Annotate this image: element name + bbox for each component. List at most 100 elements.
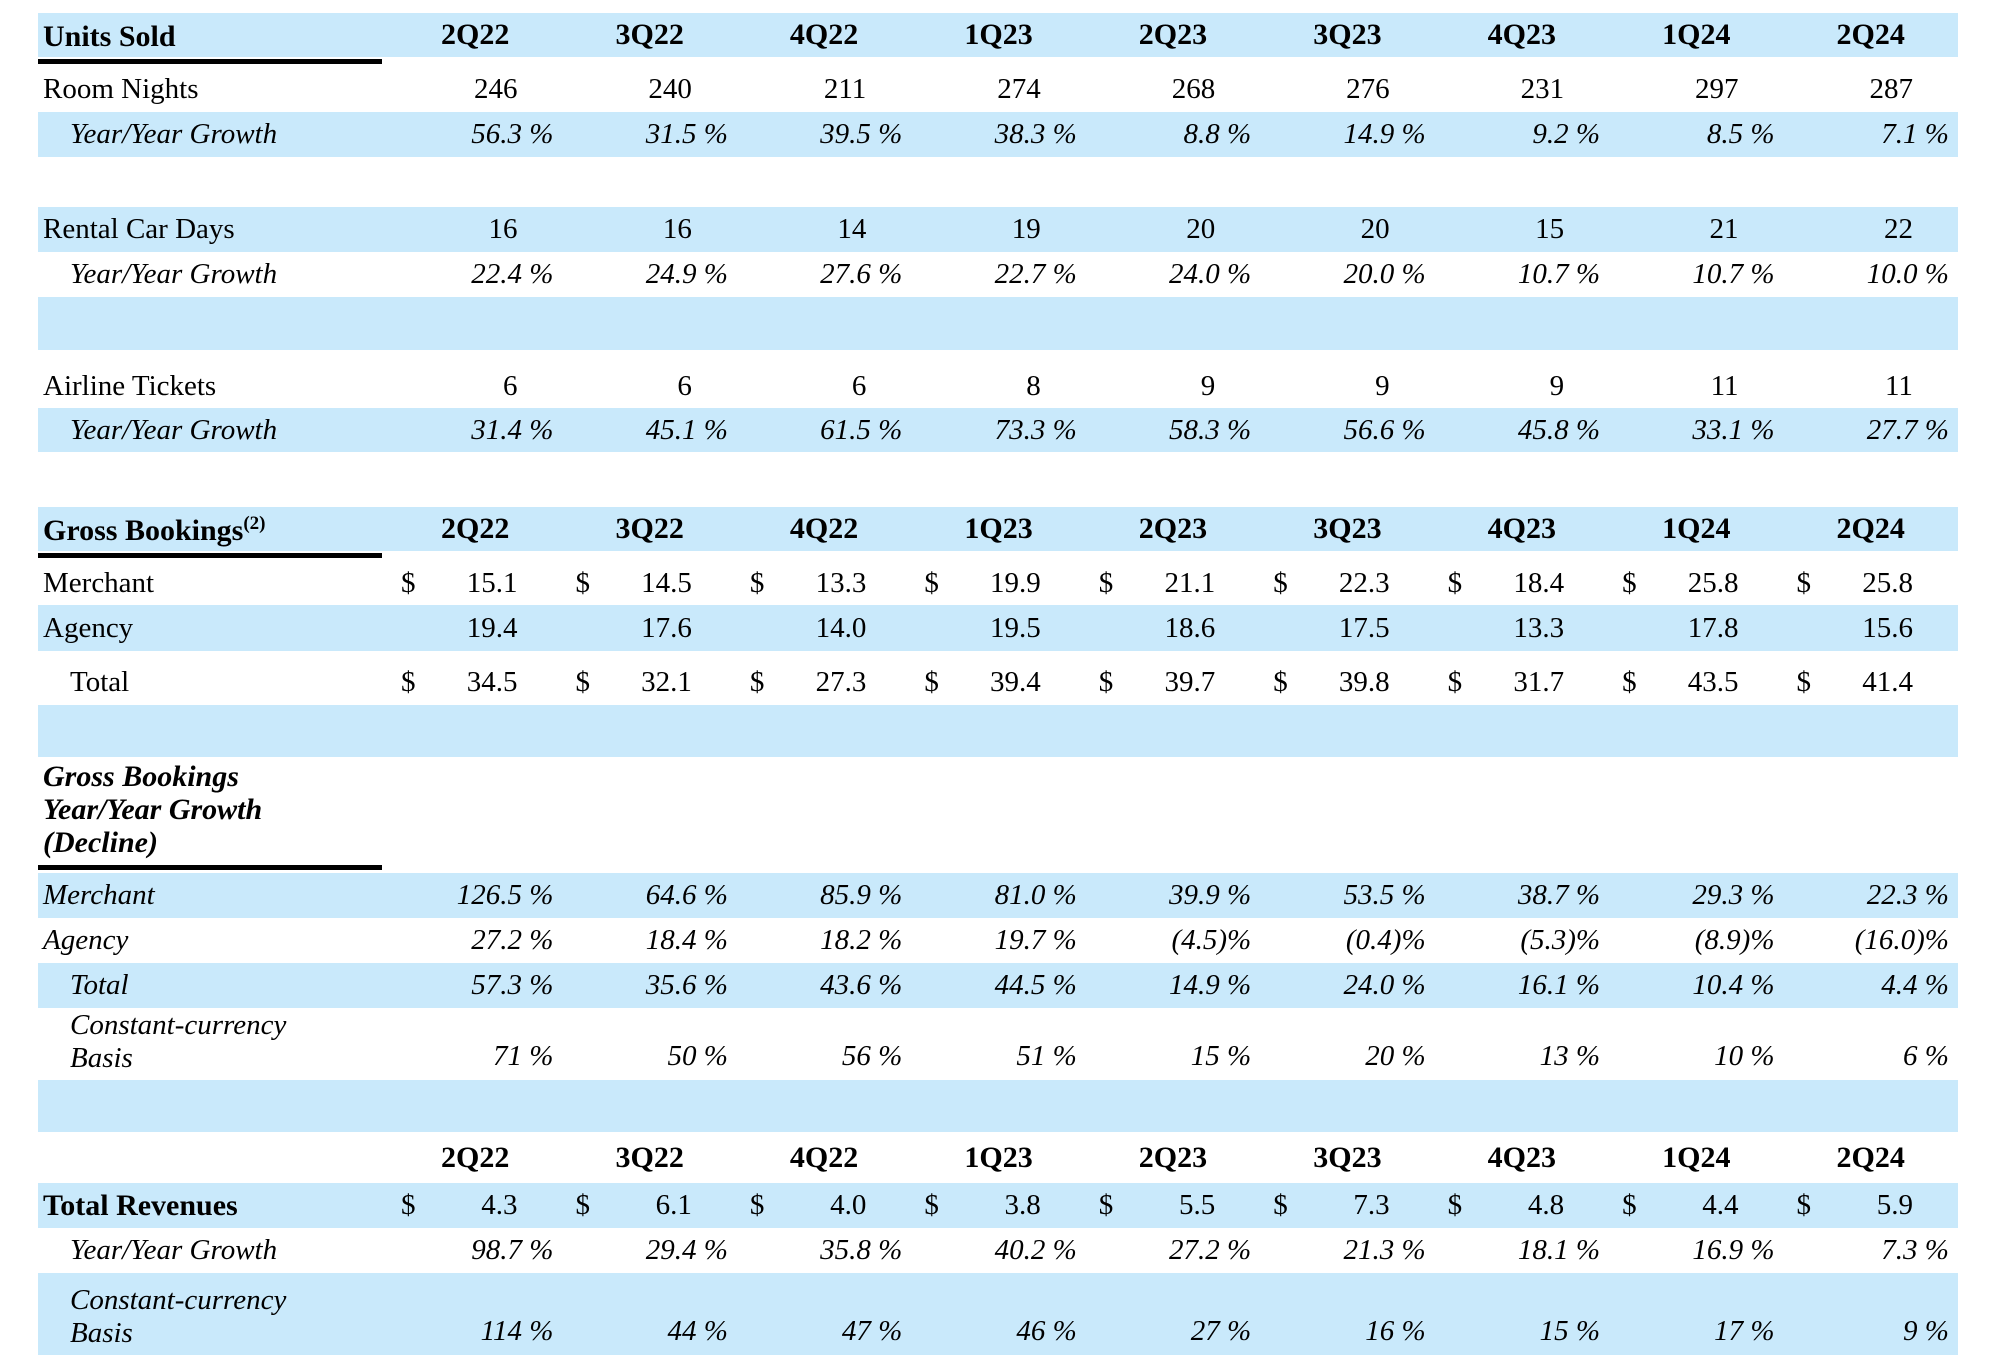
column-header-text: 1Q23 (964, 18, 1033, 51)
cell-value: 27.7 % (1866, 413, 1949, 446)
column-header: 2Q22 (388, 1141, 562, 1174)
value-cell: $4.8 (1435, 1183, 1609, 1228)
column-header: 1Q23 (911, 507, 1085, 551)
cell-value: 4.4 % (1881, 969, 1949, 1001)
footnote-marker: (2) (243, 513, 266, 534)
cell-value: 57.3 % (471, 969, 554, 1001)
row-total-revenues: Total Revenues $4.3 $6.1 $4.0 $3.8 $5.5 $7.3 $4… (38, 1183, 1958, 1228)
value-cell: $39.8 (1260, 660, 1434, 705)
value-cell: 19.7 % (911, 918, 1085, 963)
rule-column-segment (1260, 57, 1434, 64)
cell-value: 6.1 (655, 1189, 692, 1221)
cell-value: 18.4 % (645, 924, 728, 956)
value-cell: 11 (1784, 364, 1958, 408)
cell-value: 34.5 (466, 666, 518, 698)
value-cell: $14.5 (562, 561, 736, 605)
metrics-table: Units Sold 2Q22 3Q22 4Q22 1Q23 2Q23 3Q23 4Q23 1Q… (38, 13, 1958, 1355)
value-cell: 47 % (737, 1273, 911, 1355)
rule-column-segment (1086, 1174, 1260, 1181)
cell-value: 43.5 (1687, 666, 1739, 698)
rule-bar (38, 865, 382, 870)
rule-label-segment (38, 863, 388, 870)
value-cell: 45.1 % (562, 408, 736, 452)
value-cell: 14.9 % (1086, 963, 1260, 1008)
cell-value: 5.5 (1178, 1189, 1216, 1221)
row-room-nights: Room Nights 246 240 211 274 268 276 231 297 287 (38, 67, 1958, 112)
rule-column-segment (1609, 651, 1783, 658)
value-cell: $5.9 (1784, 1183, 1958, 1228)
cell-value: 6 (502, 369, 518, 402)
cell-value: 17 % (1714, 1315, 1775, 1347)
row-label: Merchant (38, 873, 388, 918)
column-header: 1Q24 (1609, 507, 1783, 551)
rule-column-segment (1435, 1174, 1609, 1181)
value-cell: 10.7 % (1609, 252, 1783, 297)
row-label-text: Year/Year Growth (70, 118, 278, 150)
currency-symbol: $ (924, 1189, 939, 1221)
cell-value: 16 (488, 213, 518, 245)
row-label: Constant-currency Basis (38, 1273, 388, 1355)
value-cell: 274 (911, 67, 1085, 112)
rule-column-segment (737, 1174, 911, 1181)
value-cell: 44 % (562, 1273, 736, 1355)
value-cell: 31.5 % (562, 112, 736, 157)
value-cell: $25.8 (1609, 561, 1783, 605)
value-cell: $41.4 (1784, 660, 1958, 705)
value-cell: 46 % (911, 1273, 1085, 1355)
gross-bookings-rule (38, 551, 1958, 561)
cell-value: 13.3 (815, 566, 867, 599)
cell-value: 11 (1885, 369, 1913, 402)
value-cell: 27.6 % (737, 252, 911, 297)
rule-column-segment (388, 651, 562, 658)
value-cell: $15.1 (388, 561, 562, 605)
value-cell: $4.4 (1609, 1183, 1783, 1228)
cell-value: 81.0 % (994, 879, 1077, 911)
cell-value: 16.9 % (1692, 1234, 1775, 1266)
cell-value: 38.7 % (1517, 879, 1601, 911)
value-cell: 9 (1435, 364, 1609, 408)
value-cell: 10 % (1609, 1008, 1783, 1080)
value-cell: 22.3 % (1784, 873, 1958, 918)
row-label: Year/Year Growth (38, 408, 388, 452)
row-label: Agency (38, 918, 388, 963)
value-cell: 29.3 % (1609, 873, 1783, 918)
value-cell: 16 (562, 207, 736, 252)
column-header-text: 2Q22 (441, 18, 510, 51)
cell-value: 9 % (1903, 1315, 1949, 1347)
cell-value: 21.1 (1164, 566, 1216, 599)
value-cell: 8.8 % (1086, 112, 1260, 157)
rule-column-segment (388, 551, 562, 558)
column-header: 2Q24 (1784, 507, 1958, 551)
column-header: 1Q23 (911, 13, 1085, 57)
cell-value: 21.3 % (1343, 1234, 1426, 1266)
rule-column-segment (1784, 1174, 1958, 1181)
cell-value: 24.0 % (1343, 969, 1426, 1001)
cell-value: 16 % (1365, 1315, 1426, 1347)
cell-value: 231 (1520, 73, 1565, 105)
cell-value: 22.3 % (1866, 879, 1949, 911)
value-cell: 6 % (1784, 1008, 1958, 1080)
value-cell: (16.0)% (1784, 918, 1958, 963)
value-cell: $34.5 (388, 660, 562, 705)
value-cell: 57.3 % (388, 963, 562, 1008)
currency-symbol: $ (1796, 566, 1812, 599)
cell-value: 17.6 (641, 611, 692, 644)
cell-value: 22.4 % (471, 258, 554, 290)
cell-value: 6 (677, 369, 692, 402)
cell-value: 50 % (667, 1040, 728, 1072)
column-header-text: 4Q22 (789, 512, 859, 545)
value-cell: 16 % (1260, 1273, 1434, 1355)
value-cell: 22.7 % (911, 252, 1085, 297)
cell-value: 15 % (1539, 1315, 1601, 1347)
cell-value: 10.7 % (1692, 258, 1775, 290)
cell-value: 33.1 % (1692, 413, 1775, 446)
column-header-text: 4Q23 (1487, 1141, 1557, 1174)
value-cell: 58.3 % (1086, 408, 1260, 452)
value-cell: $32.1 (562, 660, 736, 705)
row-agency-growth: Agency 27.2 % 18.4 % 18.2 % 19.7 % (4.5)% (0.4… (38, 918, 1958, 963)
value-cell: 9 (1260, 364, 1434, 408)
cell-value: 10.7 % (1517, 258, 1601, 290)
row-merchant-bookings: Merchant $15.1 $14.5 $13.3 $19.9 $21.1 $22.3 $1… (38, 561, 1958, 605)
value-cell: (5.3)% (1435, 918, 1609, 963)
column-header-text: 1Q23 (964, 1141, 1033, 1174)
